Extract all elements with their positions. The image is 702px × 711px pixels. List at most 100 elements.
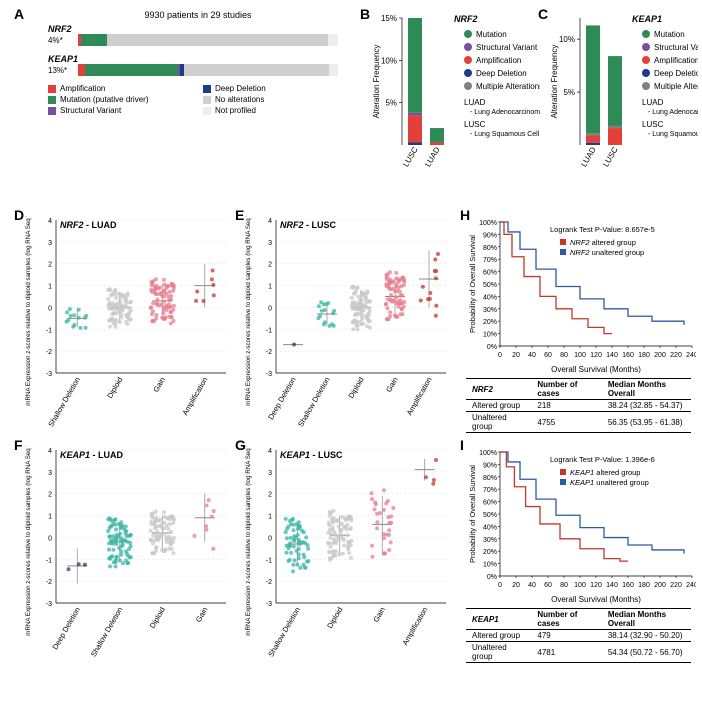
bar-segment xyxy=(430,142,444,145)
data-point xyxy=(292,343,296,347)
data-point xyxy=(169,315,173,319)
data-point xyxy=(370,544,374,548)
legend-text: Mutation xyxy=(654,30,685,39)
svg-text:160: 160 xyxy=(622,352,634,359)
data-point xyxy=(124,525,128,529)
svg-text:30%: 30% xyxy=(483,307,497,314)
data-point xyxy=(317,304,321,308)
data-point xyxy=(67,567,71,571)
data-point xyxy=(166,527,170,531)
data-point xyxy=(350,296,354,300)
bar-segment xyxy=(408,18,422,113)
data-point xyxy=(169,310,173,314)
bar-segment xyxy=(408,113,422,116)
svg-text:70%: 70% xyxy=(483,487,497,494)
data-point xyxy=(119,553,123,557)
cat-label: Gain xyxy=(384,376,400,394)
td: Unaltered group xyxy=(466,642,531,663)
data-point xyxy=(77,308,81,312)
svg-text:0: 0 xyxy=(268,535,272,542)
svg-text:100%: 100% xyxy=(479,220,497,227)
data-point xyxy=(292,528,296,532)
panel-label-c: C xyxy=(538,6,548,22)
data-point xyxy=(107,548,111,552)
data-point xyxy=(291,569,295,573)
data-point xyxy=(151,542,155,546)
data-point xyxy=(162,278,166,282)
legend-dot xyxy=(464,69,472,77)
td: Unaltered group xyxy=(466,412,531,433)
svg-text:220: 220 xyxy=(670,352,682,359)
data-point xyxy=(65,310,69,314)
svg-text:60%: 60% xyxy=(483,500,497,507)
panel-a: 9930 patients in 29 studies NRF24%*KEAP1… xyxy=(48,10,348,115)
data-point xyxy=(65,320,69,324)
legend-dot xyxy=(642,69,650,77)
data-point xyxy=(348,527,352,531)
data-point xyxy=(151,301,155,305)
data-point xyxy=(297,556,301,560)
svg-text:-3: -3 xyxy=(46,601,52,608)
svg-text:160: 160 xyxy=(622,582,634,589)
data-point xyxy=(354,320,358,324)
data-point xyxy=(155,525,159,529)
th: Median Months Overall xyxy=(602,379,691,400)
data-point xyxy=(365,291,369,295)
data-point xyxy=(303,566,307,570)
data-point xyxy=(382,536,386,540)
data-point xyxy=(162,308,166,312)
data-point xyxy=(114,556,118,560)
td: Altered group xyxy=(466,400,531,412)
data-point xyxy=(107,557,111,561)
data-point xyxy=(346,546,350,550)
svg-text:40: 40 xyxy=(528,352,536,359)
data-point xyxy=(365,305,369,309)
data-point xyxy=(399,294,403,298)
legend-text: Amplification xyxy=(654,56,698,65)
legend-text: NRF2 unaltered group xyxy=(570,248,644,257)
svg-text:140: 140 xyxy=(606,582,618,589)
data-point xyxy=(419,299,423,303)
svg-text:200: 200 xyxy=(654,582,666,589)
data-point xyxy=(154,549,158,553)
legend-sq xyxy=(560,239,566,245)
data-point xyxy=(294,536,298,540)
svg-text:20: 20 xyxy=(512,352,520,359)
data-point xyxy=(285,536,289,540)
data-point xyxy=(193,534,197,538)
data-point xyxy=(164,286,168,290)
data-point xyxy=(119,523,123,527)
data-point xyxy=(155,301,159,305)
legend-text: KEAP1 unaltered group xyxy=(570,478,649,487)
svg-text:-3: -3 xyxy=(266,601,272,608)
data-point xyxy=(106,529,110,533)
legend-item: Not profiled xyxy=(203,106,348,115)
data-point xyxy=(204,528,208,532)
data-point xyxy=(288,541,292,545)
cat-label: Diploid xyxy=(346,376,365,400)
data-point xyxy=(327,541,331,545)
data-point xyxy=(387,548,391,552)
legend-dot xyxy=(642,82,650,90)
svg-text:20%: 20% xyxy=(483,319,497,326)
data-point xyxy=(370,491,374,495)
cat-label: Diploid xyxy=(325,606,344,630)
data-point xyxy=(401,276,405,280)
cat-label: Amplification xyxy=(400,606,429,647)
data-point xyxy=(345,533,349,537)
svg-text:4: 4 xyxy=(268,448,272,455)
svg-text:10%: 10% xyxy=(483,562,497,569)
data-point xyxy=(211,269,215,273)
data-point xyxy=(347,551,351,555)
data-point xyxy=(360,317,364,321)
scatter-title: KEAP1 - LUAD xyxy=(60,450,124,460)
data-point xyxy=(109,538,113,542)
svg-text:-1: -1 xyxy=(46,557,52,564)
data-point xyxy=(68,307,72,311)
data-point xyxy=(385,317,389,321)
data-point xyxy=(154,545,158,549)
data-point xyxy=(370,555,374,559)
gene-label: NRF2 xyxy=(48,24,348,34)
y-axis-label: mRNA Expression z-scores relative to dip… xyxy=(245,446,252,636)
data-point xyxy=(330,322,334,326)
